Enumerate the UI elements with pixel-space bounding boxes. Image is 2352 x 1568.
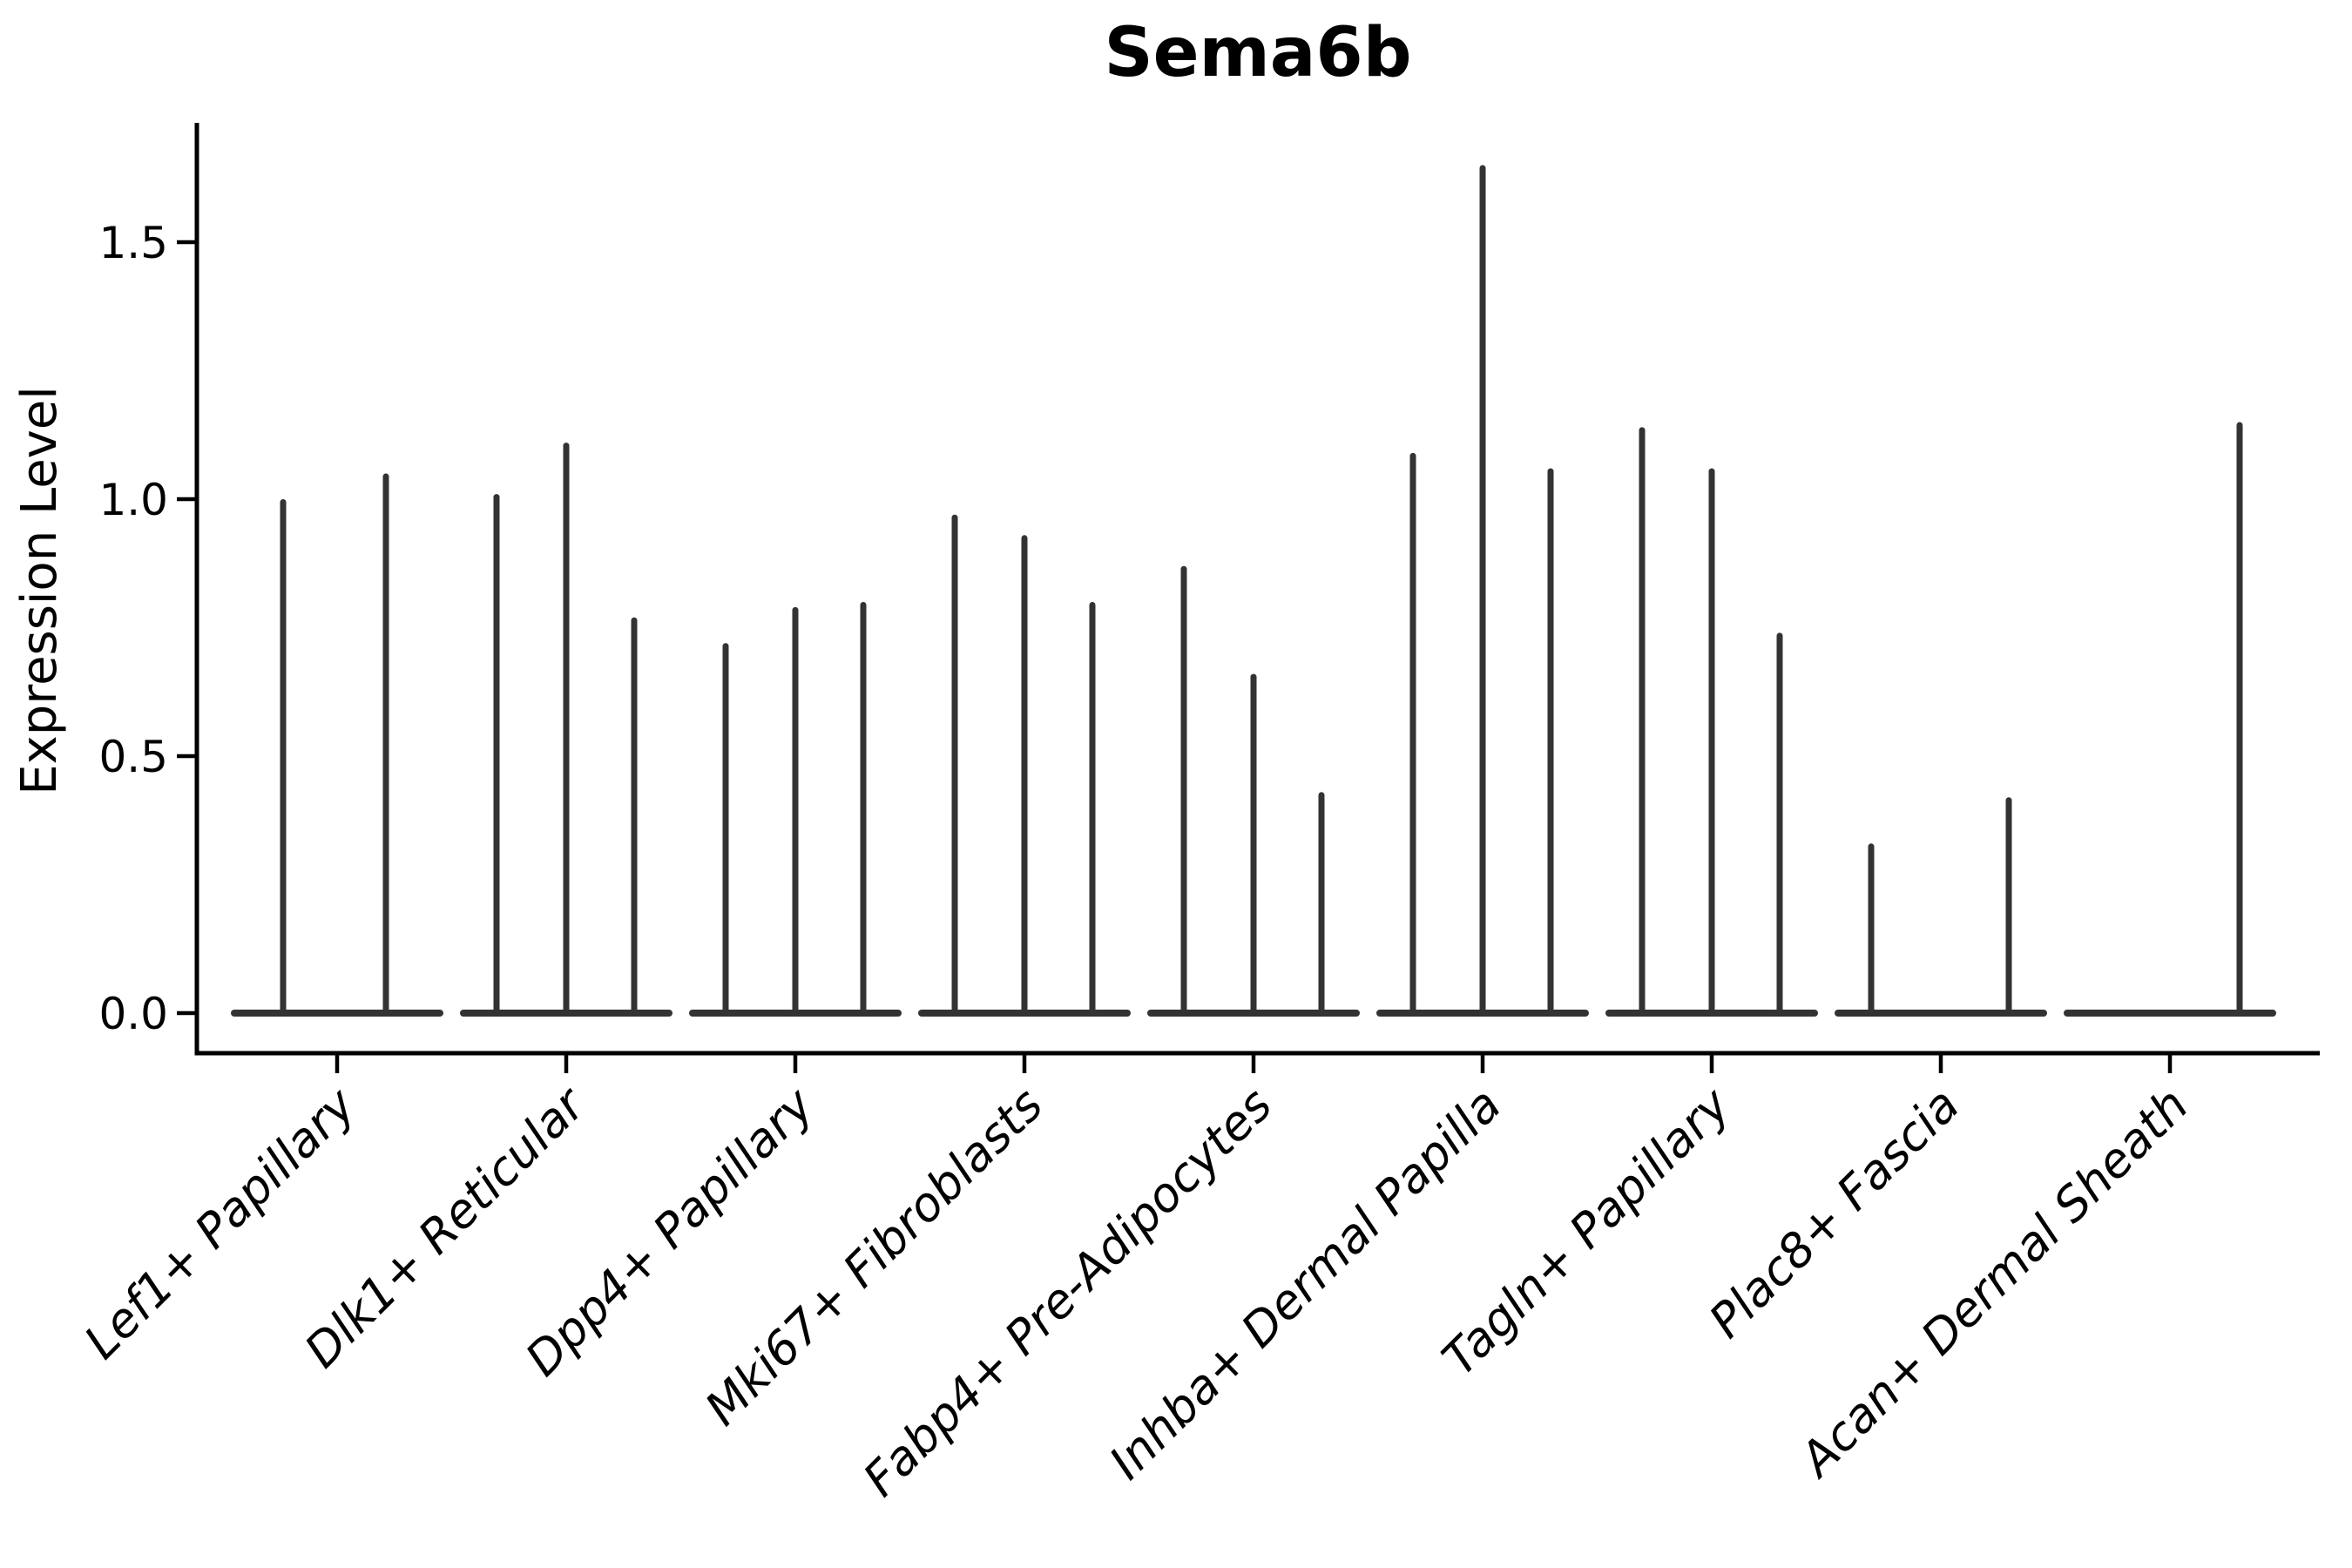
violin-base bbox=[231, 1010, 443, 1017]
x-tick-label: Inhba+ Dermal Papilla bbox=[1098, 1078, 1511, 1490]
violin-spike bbox=[2005, 797, 2012, 1013]
y-tick-label: 1.5 bbox=[98, 218, 168, 268]
violins-layer bbox=[231, 165, 2276, 1017]
violin-spike bbox=[631, 617, 638, 1013]
violin-spike bbox=[1547, 468, 1554, 1013]
y-tick-label: 0.0 bbox=[98, 989, 168, 1039]
violin-spike bbox=[382, 473, 389, 1013]
violin-spike bbox=[493, 494, 500, 1013]
violin-spike bbox=[1250, 673, 1257, 1013]
violin-spike bbox=[1180, 565, 1187, 1013]
violin-spike bbox=[1089, 602, 1096, 1013]
chart-title: Sema6b bbox=[1104, 14, 1412, 92]
violin-spike bbox=[2236, 422, 2243, 1013]
violin-spike bbox=[951, 514, 958, 1013]
axes-layer bbox=[177, 123, 2320, 1073]
violin-spike bbox=[1318, 792, 1325, 1013]
violin-base bbox=[1835, 1010, 2047, 1017]
y-axis-label: Expression Level bbox=[11, 386, 68, 795]
x-tick-label: Fabp4+ Pre-Adipocytes bbox=[853, 1078, 1282, 1507]
violin-spike bbox=[792, 606, 799, 1013]
y-tick-label: 0.5 bbox=[98, 732, 168, 782]
violin-spike bbox=[1639, 427, 1646, 1013]
violin-spike bbox=[860, 602, 867, 1013]
x-tick-label: Acan+ Dermal Sheath bbox=[1788, 1078, 2199, 1489]
violin-spike bbox=[722, 643, 729, 1013]
violin-spike bbox=[1708, 468, 1715, 1013]
violin-spike bbox=[280, 499, 287, 1013]
violin-spike bbox=[1409, 452, 1416, 1013]
violin-spike bbox=[1021, 535, 1028, 1013]
violin-base bbox=[2064, 1010, 2276, 1017]
violin-spike bbox=[563, 443, 570, 1014]
violin-spike bbox=[1776, 632, 1783, 1013]
violin-spike bbox=[1868, 843, 1875, 1013]
y-tick-label: 1.0 bbox=[98, 475, 168, 525]
violin-spike bbox=[1479, 165, 1486, 1013]
